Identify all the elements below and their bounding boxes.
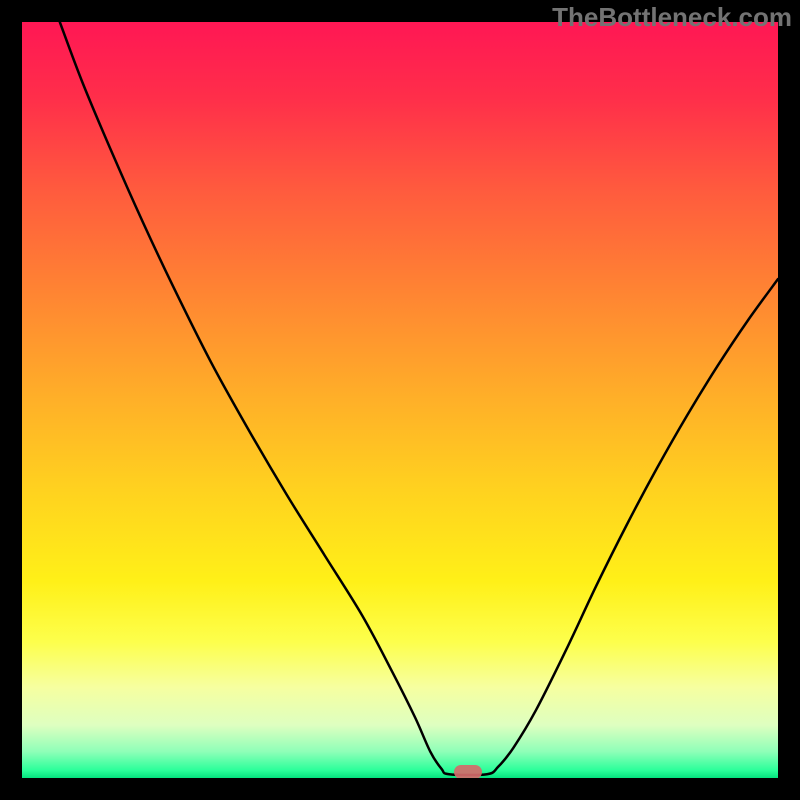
plot-svg [22, 22, 778, 778]
gradient-background [22, 22, 778, 778]
watermark-text: TheBottleneck.com [552, 2, 792, 33]
chart-container: TheBottleneck.com [0, 0, 800, 800]
optimal-marker [454, 765, 481, 778]
plot-area [22, 22, 778, 778]
